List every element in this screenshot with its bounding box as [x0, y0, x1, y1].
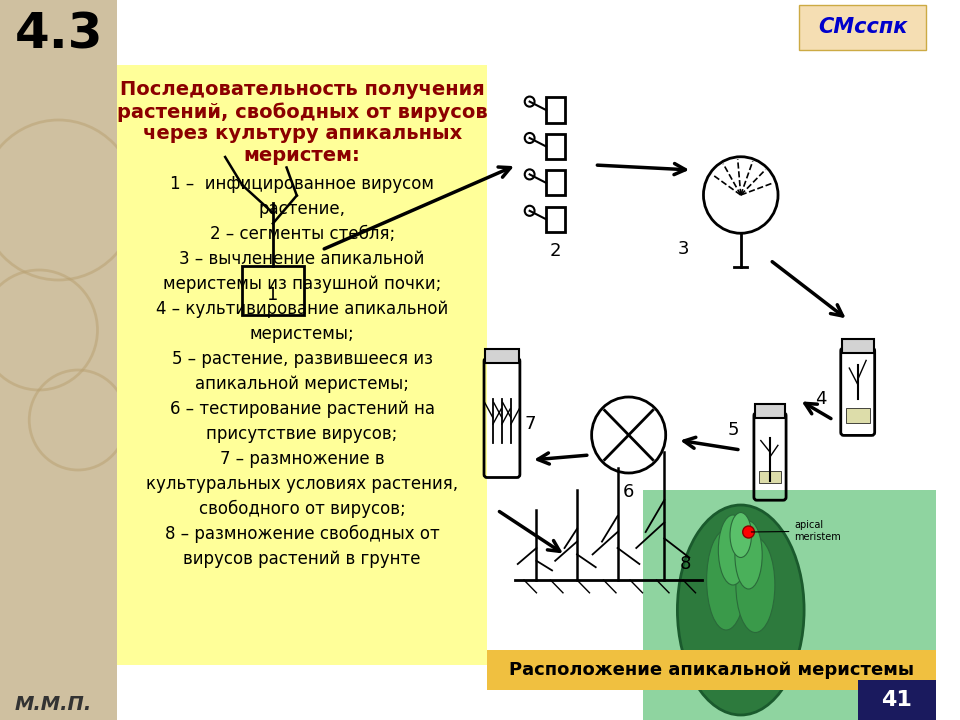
Text: меристем:: меристем: [244, 146, 361, 165]
Text: апикальной меристемы;: апикальной меристемы; [195, 375, 409, 393]
Text: растений, свободных от вирусов: растений, свободных от вирусов [117, 102, 488, 122]
Text: 5: 5 [728, 421, 739, 439]
Text: 7: 7 [525, 415, 537, 433]
Bar [643, 490, 936, 720]
FancyBboxPatch shape [842, 339, 874, 353]
Text: 3: 3 [678, 240, 689, 258]
Ellipse shape [718, 515, 748, 585]
Bar [117, 0, 936, 720]
Text: 4.3: 4.3 [14, 10, 103, 58]
Text: 2: 2 [550, 242, 562, 260]
Text: меристемы;: меристемы; [250, 325, 354, 343]
Bar [117, 65, 488, 665]
Ellipse shape [730, 513, 752, 557]
Bar [857, 680, 936, 720]
Text: apical
meristem: apical meristem [752, 521, 841, 542]
Bar [758, 472, 781, 483]
Text: через культуру апикальных: через культуру апикальных [142, 124, 462, 143]
Ellipse shape [678, 505, 804, 715]
Text: 3 – вычленение апикальной: 3 – вычленение апикальной [180, 250, 425, 268]
Text: 5 – растение, развившееся из: 5 – растение, развившееся из [172, 350, 433, 368]
Text: культуральных условиях растения,: культуральных условиях растения, [146, 475, 458, 493]
Text: растение,: растение, [258, 200, 346, 218]
Text: меристемы из пазушной почки;: меристемы из пазушной почки; [163, 275, 442, 293]
Ellipse shape [707, 530, 746, 630]
Text: присутствие вирусов;: присутствие вирусов; [206, 425, 397, 443]
Ellipse shape [735, 521, 762, 589]
FancyBboxPatch shape [755, 404, 785, 418]
Text: 41: 41 [881, 690, 912, 710]
Text: Последовательность получения: Последовательность получения [120, 80, 485, 99]
Text: М.М.П.: М.М.П. [14, 696, 92, 714]
Text: Расположение апикальной меристемы: Расположение апикальной меристемы [509, 661, 914, 679]
Bar [488, 650, 936, 690]
Text: 1 –  инфицированное вирусом: 1 – инфицированное вирусом [170, 175, 434, 193]
Text: 6 – тестирование растений на: 6 – тестирование растений на [170, 400, 435, 418]
Ellipse shape [736, 538, 775, 632]
Text: 7 – размножение в: 7 – размножение в [220, 450, 384, 468]
FancyBboxPatch shape [485, 349, 519, 363]
Text: 2 – сегменты стебля;: 2 – сегменты стебля; [209, 225, 395, 243]
Text: 4 – культивирование апикальной: 4 – культивирование апикальной [156, 300, 448, 318]
Text: СМсспк: СМсспк [818, 17, 907, 37]
Text: свободного от вирусов;: свободного от вирусов; [199, 500, 405, 518]
Bar [846, 408, 870, 423]
Bar [0, 0, 117, 720]
Text: 8 – размножение свободных от: 8 – размножение свободных от [165, 525, 440, 543]
Text: 6: 6 [623, 483, 635, 501]
Text: вирусов растений в грунте: вирусов растений в грунте [183, 550, 420, 568]
Text: 8: 8 [680, 555, 691, 573]
Circle shape [743, 526, 755, 538]
Text: 4: 4 [815, 390, 827, 408]
Bar [800, 5, 926, 50]
Text: 1: 1 [267, 286, 278, 304]
